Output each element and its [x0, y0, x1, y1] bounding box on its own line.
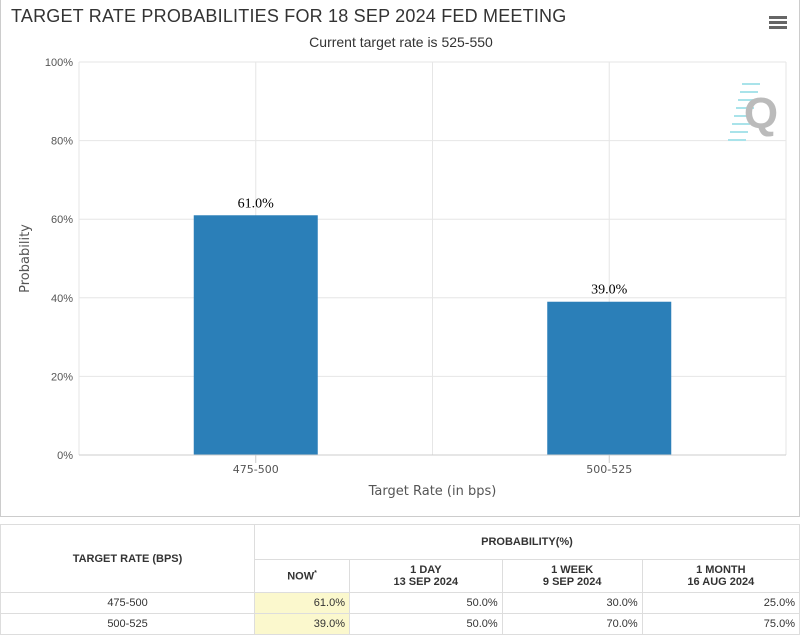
data-label: 39.0%	[591, 283, 628, 298]
header-target-rate: TARGET RATE (BPS)	[0, 524, 255, 593]
watermark-logo: Q	[744, 89, 778, 138]
data-label: 61.0%	[238, 196, 275, 211]
header-1-month: 1 MONTH 16 AUG 2024	[641, 559, 800, 593]
hamburger-icon[interactable]	[769, 16, 787, 32]
chart-subtitle: Current target rate is 525-550	[309, 34, 493, 50]
y-tick-label: 100%	[45, 57, 73, 69]
x-tick-label: 500-525	[586, 463, 632, 476]
value-cell: 70.0%	[501, 613, 643, 635]
x-tick-label: 475-500	[233, 463, 279, 476]
value-cell: 30.0%	[501, 592, 643, 614]
table-row: 475-500 61.0% 50.0% 30.0% 25.0%	[0, 592, 800, 614]
value-cell: 50.0%	[349, 592, 503, 614]
y-tick-label: 40%	[51, 293, 73, 305]
rate-cell: 475-500	[0, 592, 255, 614]
table-row: 500-525 39.0% 50.0% 70.0% 75.0%	[0, 613, 800, 635]
now-cell: 61.0%	[254, 592, 350, 614]
value-cell: 75.0%	[641, 613, 800, 635]
y-axis-title: Probability	[18, 224, 33, 293]
y-tick-label: 20%	[51, 371, 73, 383]
header-now: NOW*	[254, 559, 350, 593]
value-cell: 50.0%	[349, 613, 503, 635]
chart-container: TARGET RATE PROBABILITIES FOR 18 SEP 202…	[0, 0, 800, 517]
y-tick-label: 0%	[57, 450, 73, 462]
bar	[547, 301, 672, 455]
now-cell: 39.0%	[254, 613, 350, 635]
probability-table: TARGET RATE (BPS) PROBABILITY(%) NOW* 1 …	[0, 524, 800, 635]
x-axis-title: Target Rate (in bps)	[368, 484, 497, 499]
header-1-week: 1 WEEK 9 SEP 2024	[501, 559, 643, 593]
value-cell: 25.0%	[641, 592, 800, 614]
header-probability: PROBABILITY(%)	[254, 524, 800, 560]
header-1-day: 1 DAY 13 SEP 2024	[349, 559, 503, 593]
y-tick-label: 60%	[51, 214, 73, 226]
bar-chart: 0% 20% 40% 60% 80% 100% 61.0% 475-500 39.0% 500-5…	[18, 57, 787, 499]
rate-cell: 500-525	[0, 613, 255, 635]
bar	[193, 215, 318, 455]
y-tick-label: 80%	[51, 136, 73, 148]
chart-title: TARGET RATE PROBABILITIES FOR 18 SEP 202…	[11, 6, 567, 26]
